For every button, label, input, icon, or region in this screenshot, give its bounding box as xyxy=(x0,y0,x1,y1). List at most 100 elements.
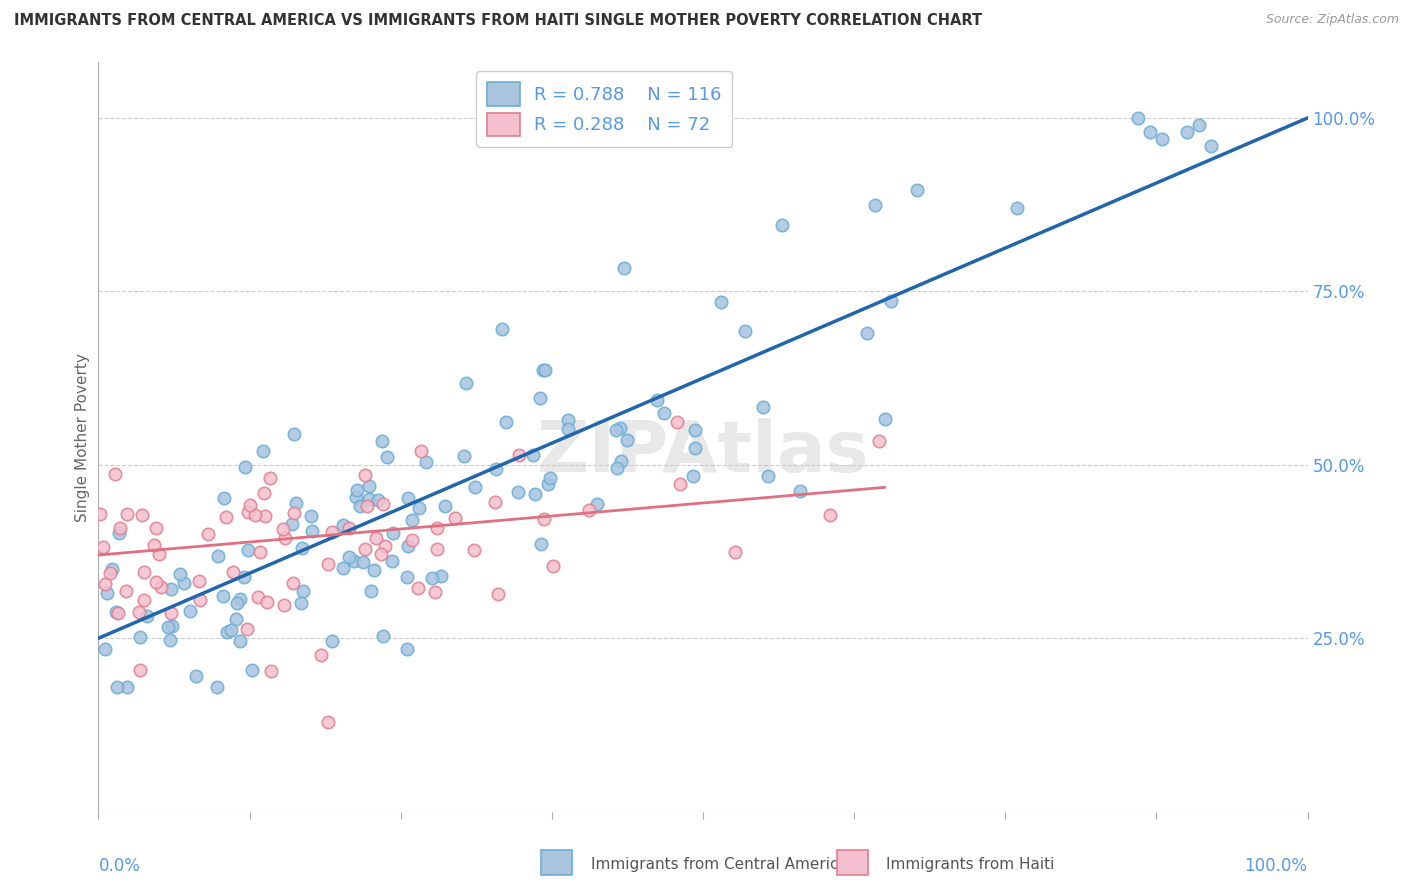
Point xyxy=(321,525,343,540)
Point xyxy=(145,521,167,535)
Point xyxy=(1152,132,1174,146)
Text: ZIPAtlas: ZIPAtlas xyxy=(537,417,869,486)
Point xyxy=(188,574,211,588)
Point xyxy=(434,499,457,513)
Point xyxy=(454,376,477,390)
Point xyxy=(217,625,239,640)
Point xyxy=(879,293,901,308)
Point xyxy=(229,592,252,607)
Point xyxy=(290,596,312,610)
Point xyxy=(159,632,181,647)
Point xyxy=(142,538,165,552)
Point xyxy=(207,680,229,694)
Point xyxy=(132,593,155,607)
Point xyxy=(905,183,928,197)
Point xyxy=(318,557,340,571)
Y-axis label: Single Mother Poverty: Single Mother Poverty xyxy=(75,352,90,522)
Point xyxy=(666,416,689,430)
Point xyxy=(352,555,374,569)
Point xyxy=(117,680,139,694)
Point xyxy=(233,569,256,583)
Point xyxy=(374,539,396,553)
Point xyxy=(240,663,263,677)
Point xyxy=(382,525,405,540)
Point xyxy=(463,543,485,558)
Point xyxy=(343,554,366,568)
Point xyxy=(337,549,360,564)
Point xyxy=(395,570,418,584)
Point xyxy=(285,496,308,510)
Point xyxy=(107,606,129,620)
Point xyxy=(609,420,631,434)
Point xyxy=(135,608,157,623)
Legend: R = 0.788    N = 116, R = 0.288    N = 72: R = 0.788 N = 116, R = 0.288 N = 72 xyxy=(477,71,733,147)
Point xyxy=(222,565,245,579)
Point xyxy=(291,584,314,599)
Point xyxy=(128,631,150,645)
Point xyxy=(710,294,733,309)
Point xyxy=(337,521,360,535)
Point xyxy=(94,577,117,591)
Point xyxy=(259,471,281,485)
Text: Source: ZipAtlas.com: Source: ZipAtlas.com xyxy=(1265,13,1399,27)
Point xyxy=(115,507,138,521)
Point xyxy=(613,261,636,276)
Point xyxy=(105,605,128,619)
Point xyxy=(530,536,553,550)
Point xyxy=(586,497,609,511)
Point xyxy=(484,495,506,509)
Point xyxy=(236,505,259,519)
Point xyxy=(188,592,211,607)
Point xyxy=(396,642,419,657)
Point xyxy=(281,575,304,590)
Point xyxy=(409,443,432,458)
Point xyxy=(425,585,447,599)
Point xyxy=(128,605,150,619)
Point xyxy=(104,467,127,482)
Point xyxy=(94,642,117,657)
Point xyxy=(752,400,775,414)
Point xyxy=(1128,111,1150,125)
Point xyxy=(377,450,399,464)
Point xyxy=(486,587,509,601)
Point xyxy=(235,622,257,636)
Point xyxy=(541,558,564,573)
Point xyxy=(524,487,547,501)
Point xyxy=(415,455,437,469)
Point xyxy=(260,664,283,678)
Point xyxy=(537,477,560,491)
Point xyxy=(669,477,692,491)
Point xyxy=(89,507,111,521)
Point xyxy=(148,547,170,561)
Point xyxy=(221,623,243,637)
Point xyxy=(256,595,278,609)
Point xyxy=(1188,118,1211,132)
Point xyxy=(159,582,181,596)
Point xyxy=(346,490,368,504)
Point xyxy=(363,563,385,577)
Point xyxy=(863,197,886,211)
Point xyxy=(243,508,266,523)
Point xyxy=(529,392,551,406)
Point xyxy=(683,423,706,437)
Point xyxy=(309,648,332,663)
Point xyxy=(605,424,627,438)
Point xyxy=(724,545,747,559)
Point xyxy=(316,714,339,729)
Point xyxy=(734,325,756,339)
Point xyxy=(179,604,201,618)
Point xyxy=(291,541,314,555)
Point xyxy=(162,619,184,633)
Point xyxy=(868,434,890,448)
Point xyxy=(131,508,153,523)
Point xyxy=(212,589,235,603)
Point xyxy=(491,322,513,336)
Point xyxy=(464,480,486,494)
Point xyxy=(406,581,429,595)
Point xyxy=(682,468,704,483)
Point xyxy=(105,680,128,694)
Point xyxy=(98,566,121,580)
Point xyxy=(609,454,631,468)
Point xyxy=(381,554,404,568)
Point xyxy=(299,508,322,523)
